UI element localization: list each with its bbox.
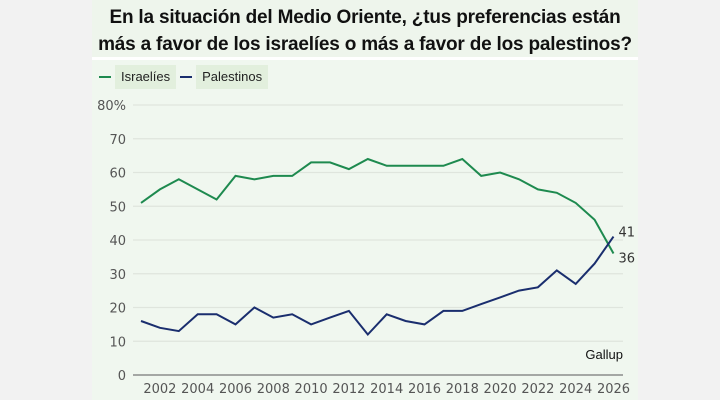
end-label-palestinos: 41 [619, 226, 636, 241]
x-tick-label: 2010 [295, 382, 328, 397]
source-label: Gallup [585, 347, 623, 362]
x-tick-label: 2020 [484, 382, 517, 397]
legend: Israelíes Palestinos [99, 65, 272, 89]
chart-title-line-2: más a favor de los israelíes o más a fav… [98, 34, 632, 55]
title-area: En la situación del Medio Oriente, ¿tus … [92, 0, 638, 57]
chart-title: En la situación del Medio Oriente, ¿tus … [92, 4, 638, 58]
chart-panel [92, 60, 638, 400]
x-tick-label: 2026 [597, 382, 630, 397]
y-tick-label: 50 [109, 200, 126, 215]
series-line-israelies [140, 157, 615, 254]
x-tick-label: 2012 [332, 382, 365, 397]
y-tick-label: 60 [109, 167, 126, 182]
legend-label-israelies: Israelíes [115, 65, 177, 89]
series-lines [140, 157, 615, 337]
x-tick-label: 2016 [408, 382, 441, 397]
x-tick-label: 2018 [446, 382, 479, 397]
chart-title-line-1: En la situación del Medio Oriente, ¿tus … [109, 7, 621, 28]
x-tick-labels: 2002 2004 2006 2008 2010 2012 2014 2016 2018 2020… [143, 382, 630, 397]
y-tick-label: 20 [109, 302, 126, 317]
y-tick-labels: 0 10 20 30 40 50 60 70 80% [97, 99, 126, 384]
y-tick-label: 0 [118, 369, 126, 384]
x-tick-label: 2006 [219, 382, 252, 397]
x-tick-label: 2008 [257, 382, 290, 397]
x-tick-label: 2024 [559, 382, 592, 397]
series-line-palestinos [140, 236, 615, 337]
title-separator [92, 57, 638, 60]
legend-item-palestinos[interactable]: Palestinos [180, 65, 269, 89]
y-tick-label: 10 [109, 335, 126, 350]
x-tick-label: 2004 [181, 382, 214, 397]
y-tick-label: 80% [97, 99, 126, 114]
legend-item-israelies[interactable]: Israelíes [99, 65, 177, 89]
end-label-israelies: 36 [619, 252, 636, 267]
y-tick-label: 40 [109, 234, 126, 249]
legend-label-palestinos: Palestinos [196, 65, 269, 89]
legend-swatch-palestinos [180, 76, 193, 78]
y-tick-label: 70 [109, 133, 126, 148]
x-tick-label: 2014 [370, 382, 403, 397]
gridlines [133, 104, 623, 342]
x-tick-label: 2022 [521, 382, 554, 397]
legend-swatch-israelies [99, 76, 111, 78]
y-tick-label: 30 [109, 268, 126, 283]
x-tick-label: 2002 [143, 382, 176, 397]
